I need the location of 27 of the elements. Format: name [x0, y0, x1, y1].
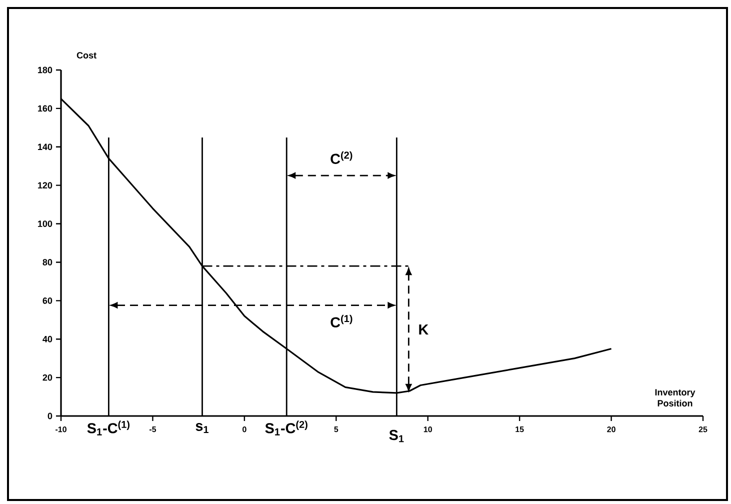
- y-tick-label: 100: [38, 220, 52, 227]
- ref-line-label: S$_{1}$-C$^{(2)}$: [265, 420, 308, 436]
- x-tick-label: 5: [334, 426, 338, 432]
- y-tick-label: 60: [42, 297, 52, 304]
- x-tick-label: 15: [516, 426, 524, 432]
- ref-line-label: S$_{1}$: [389, 430, 404, 442]
- ref-line-label: s$_{1}$: [196, 423, 208, 433]
- x-tick-label: 20: [607, 426, 616, 432]
- x-tick-label: -10: [56, 426, 66, 432]
- y-tick-label: 40: [42, 336, 52, 342]
- y-tick-label: 0: [48, 412, 52, 420]
- annotation: C$^{(1)}$: [330, 314, 352, 328]
- annotation: K: [419, 324, 428, 334]
- y-tick-label: 20: [42, 374, 52, 381]
- x-tick-label: 0: [242, 426, 246, 432]
- ref-line-label: S$_{1}$-C$^{(1)}$: [87, 420, 130, 436]
- y-tick-label: 120: [38, 182, 52, 189]
- annotation: C$^{(2)}$: [330, 151, 352, 164]
- y-axis-title: Cost: [76, 52, 96, 58]
- y-tick-label: 80: [42, 259, 52, 266]
- x-tick-label: -5: [149, 426, 156, 432]
- y-tick-label: 180: [38, 66, 52, 74]
- x-axis-title: Inventory Position: [655, 389, 696, 406]
- x-tick-label: 25: [698, 426, 708, 432]
- y-tick-label: 160: [38, 105, 52, 112]
- y-tick-label: 140: [38, 144, 52, 150]
- x-tick-label: 10: [424, 426, 432, 432]
